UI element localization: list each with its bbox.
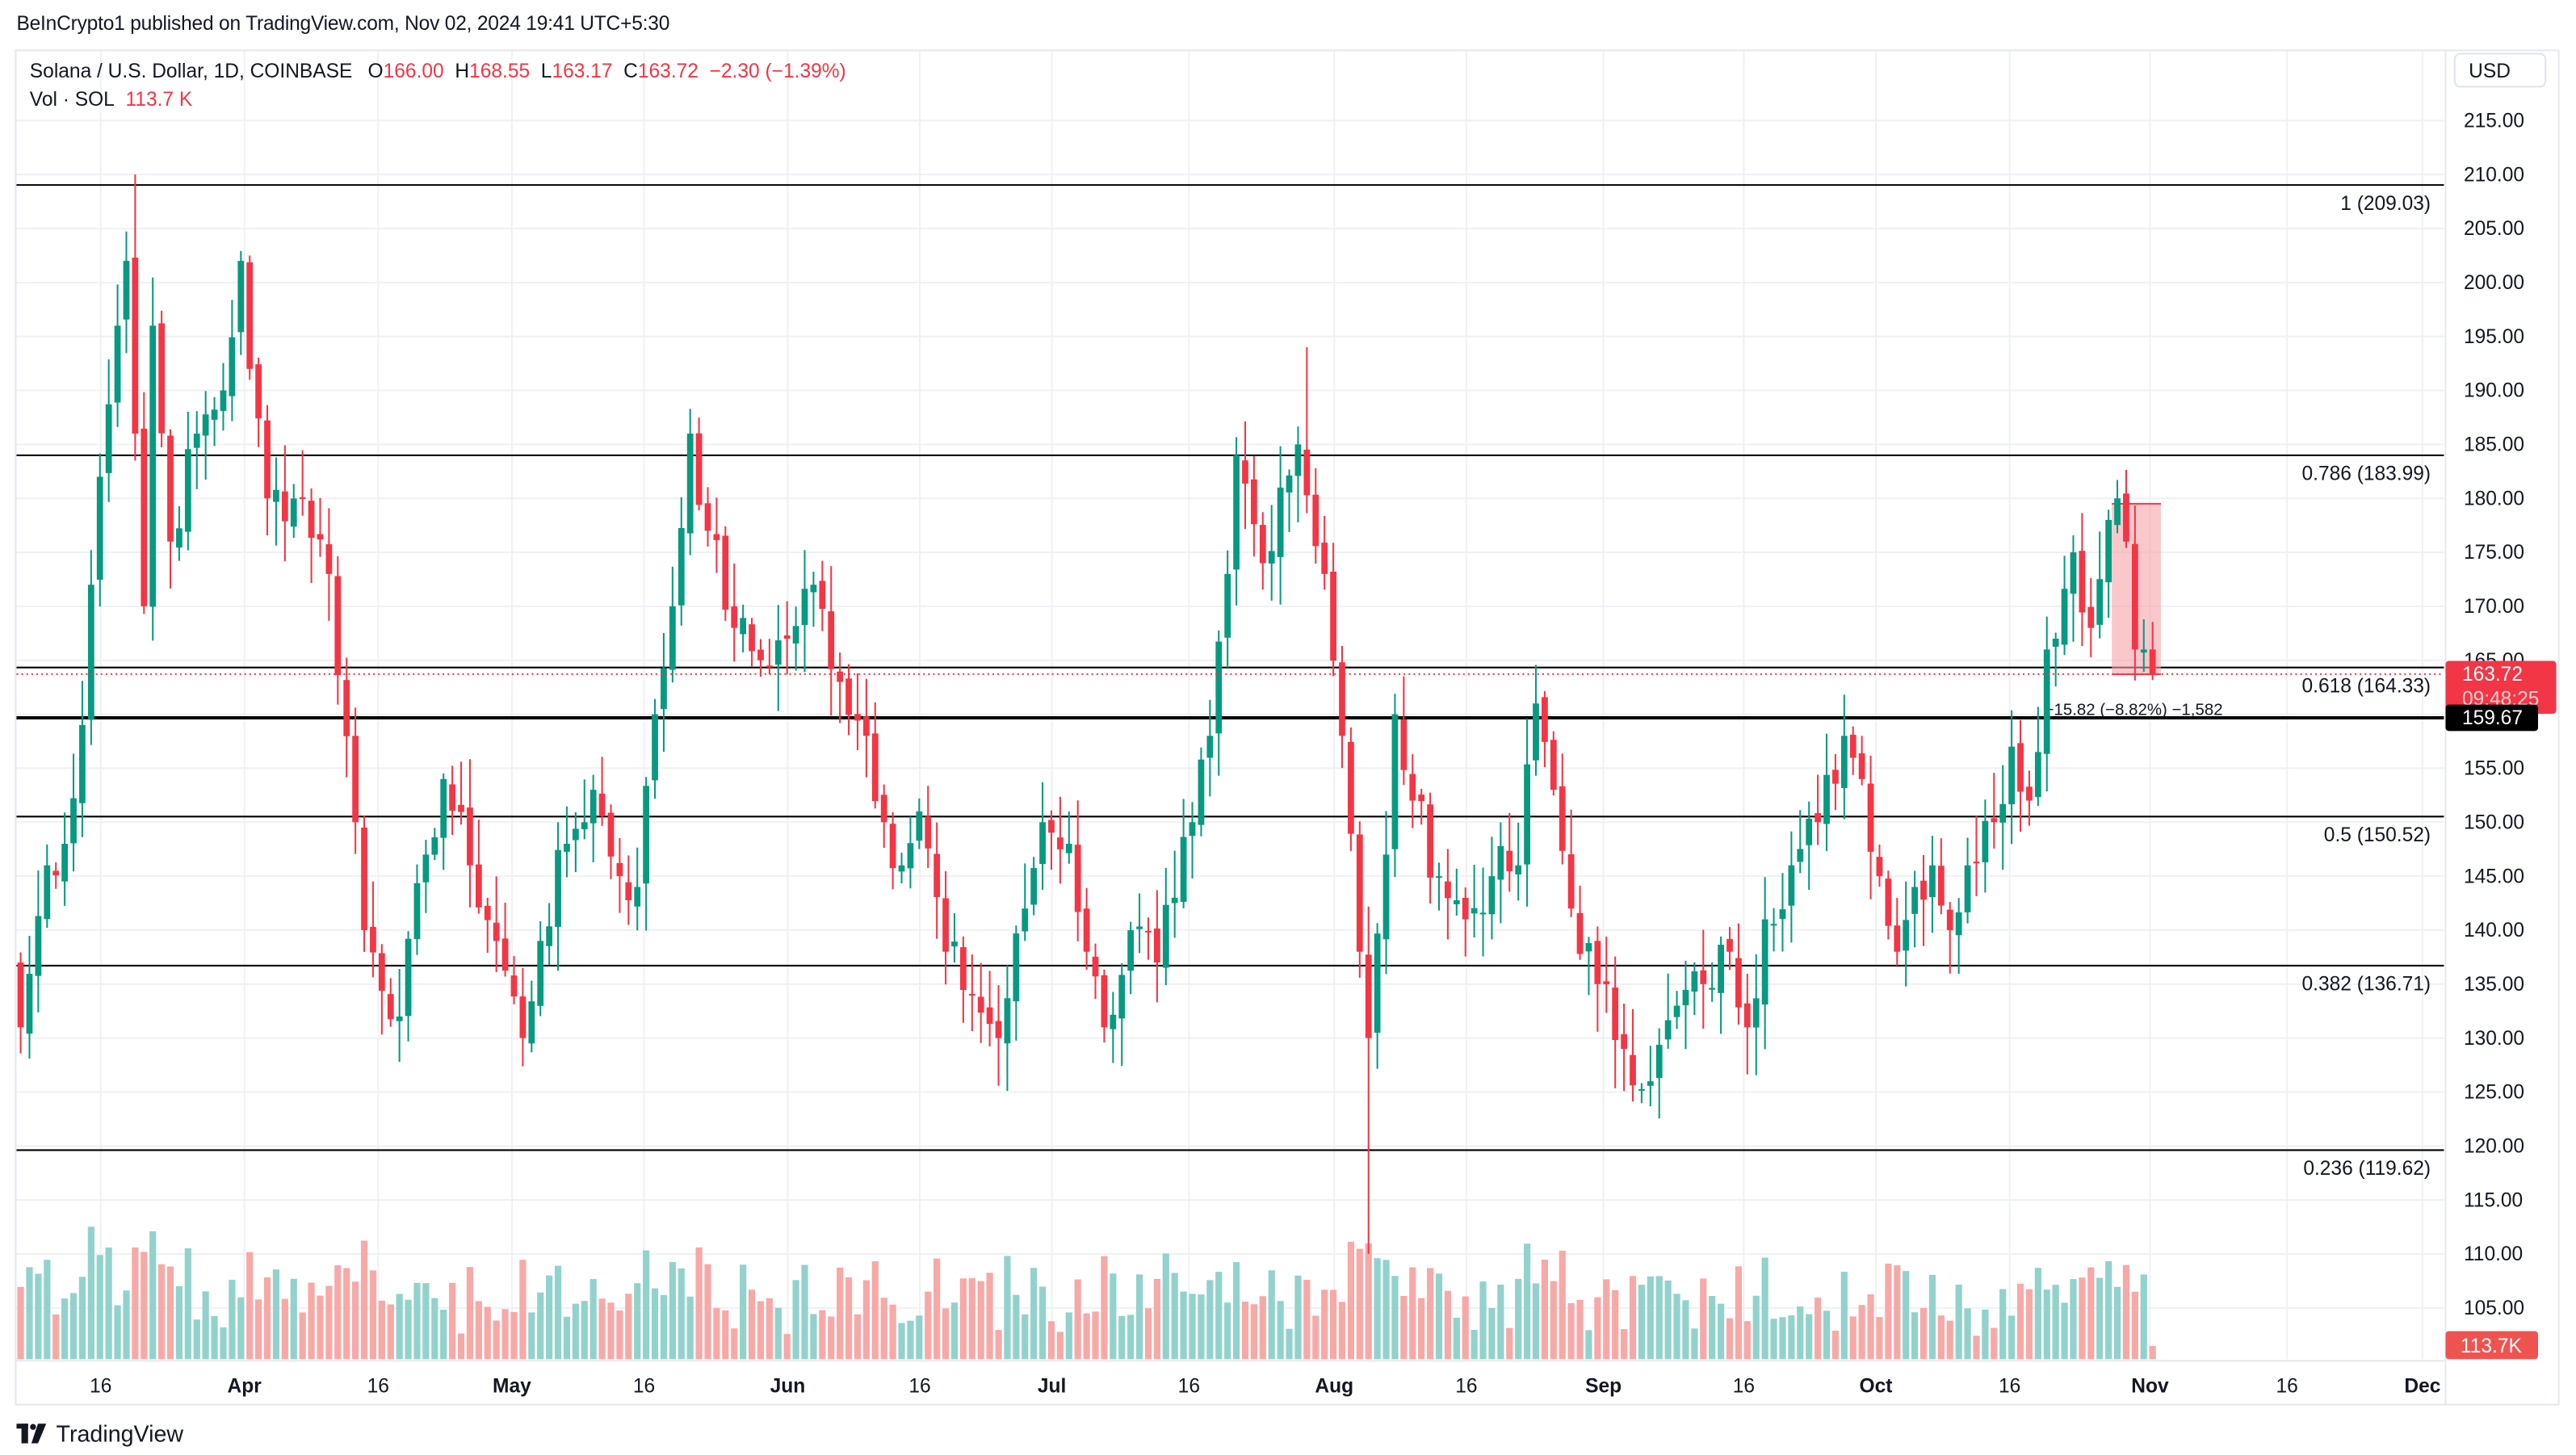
svg-text:Sep: Sep: [1585, 1375, 1622, 1397]
chart-frame: [15, 49, 2560, 1406]
time-axis: 16 Apr 16 May 16 Jun 16 Jul 16 Aug 16 Sep 16 Oct 16 Nov…: [90, 1375, 2440, 1397]
svg-text:159.67: 159.67: [2462, 707, 2523, 729]
svg-text:Apr: Apr: [228, 1375, 262, 1397]
svg-text:0.5 (150.52): 0.5 (150.52): [2324, 824, 2431, 846]
close-value: 163.72: [637, 59, 699, 83]
close-label: C: [623, 59, 638, 83]
svg-text:16: 16: [367, 1375, 389, 1397]
svg-text:200.00: 200.00: [2464, 272, 2524, 294]
high-label: H: [455, 59, 470, 83]
svg-text:110.00: 110.00: [2464, 1243, 2523, 1265]
svg-text:145.00: 145.00: [2464, 866, 2524, 887]
volume-row: Vol · SOL 113.7 K: [30, 86, 846, 114]
svg-text:Dec: Dec: [2404, 1375, 2440, 1397]
svg-text:163.72: 163.72: [2462, 664, 2523, 686]
svg-text:Jun: Jun: [770, 1375, 806, 1397]
candles: [17, 174, 2156, 1255]
svg-text:210.00: 210.00: [2464, 164, 2524, 186]
currency-button[interactable]: USD: [2453, 52, 2547, 88]
svg-text:Oct: Oct: [1860, 1375, 1893, 1397]
svg-text:190.00: 190.00: [2464, 380, 2524, 402]
low-value: 163.17: [552, 59, 613, 83]
svg-text:0.382 (136.71): 0.382 (136.71): [2302, 974, 2431, 996]
svg-text:125.00: 125.00: [2464, 1082, 2524, 1104]
change-value: −2.30 (−1.39%): [709, 59, 846, 83]
ohlc-row: Solana / U.S. Dollar, 1D, COINBASE O166.…: [30, 58, 846, 86]
svg-text:185.00: 185.00: [2464, 434, 2524, 456]
svg-text:−15.82 (−8.82%) −1,582: −15.82 (−8.82%) −1,582: [2045, 701, 2223, 719]
svg-text:Aug: Aug: [1315, 1375, 1353, 1397]
svg-text:0.236 (119.62): 0.236 (119.62): [2303, 1158, 2431, 1180]
publish-info: BeInCrypto1 published on TradingView.com…: [16, 11, 670, 35]
low-label: L: [540, 59, 552, 83]
svg-text:16: 16: [908, 1375, 930, 1397]
symbol-legend: Solana / U.S. Dollar, 1D, COINBASE O166.…: [30, 58, 846, 115]
svg-text:113.7K: 113.7K: [2461, 1335, 2523, 1357]
open-label: O: [367, 59, 384, 83]
svg-text:May: May: [493, 1375, 531, 1397]
fibonacci-retracement: 1 (209.03) 0.786 (183.99) 0.618 (164.33) 0.…: [16, 184, 2444, 1180]
svg-text:16: 16: [90, 1375, 111, 1397]
svg-text:205.00: 205.00: [2464, 218, 2524, 240]
svg-text:16: 16: [633, 1375, 655, 1397]
svg-text:150.00: 150.00: [2464, 811, 2524, 833]
svg-text:170.00: 170.00: [2464, 596, 2524, 618]
svg-text:16: 16: [1999, 1375, 2020, 1397]
volume-value: 113.7 K: [125, 87, 193, 111]
svg-text:105.00: 105.00: [2464, 1298, 2524, 1319]
svg-text:135.00: 135.00: [2464, 974, 2524, 996]
svg-text:120.00: 120.00: [2464, 1136, 2524, 1158]
svg-text:Nov: Nov: [2131, 1375, 2169, 1397]
tradingview-logo: TradingView: [16, 1420, 183, 1447]
svg-text:130.00: 130.00: [2464, 1028, 2524, 1050]
symbol-name[interactable]: Solana / U.S. Dollar, 1D, COINBASE: [29, 59, 353, 83]
svg-text:155.00: 155.00: [2464, 758, 2524, 780]
tradingview-logo-icon: [16, 1424, 47, 1444]
svg-text:175.00: 175.00: [2464, 542, 2524, 564]
volume-label[interactable]: Vol · SOL: [29, 87, 115, 111]
svg-text:16: 16: [1178, 1375, 1200, 1397]
volume-bars: [17, 1226, 2156, 1360]
svg-text:115.00: 115.00: [2464, 1189, 2523, 1211]
svg-text:195.00: 195.00: [2464, 326, 2524, 348]
svg-text:180.00: 180.00: [2464, 488, 2524, 509]
svg-text:16: 16: [1733, 1375, 1755, 1397]
svg-text:215.00: 215.00: [2464, 110, 2524, 132]
high-value: 168.55: [469, 59, 531, 83]
svg-text:140.00: 140.00: [2464, 920, 2524, 941]
price-axis: 215.00 210.00 205.00 200.00 195.00 190.00 185.…: [2445, 110, 2557, 1360]
open-value: 166.00: [383, 59, 444, 83]
svg-text:16: 16: [1455, 1375, 1477, 1397]
brand-name: TradingView: [56, 1420, 184, 1447]
svg-text:0.786 (183.99): 0.786 (183.99): [2302, 463, 2431, 485]
grid-lines: [16, 51, 2447, 1404]
svg-text:16: 16: [2276, 1375, 2298, 1397]
svg-text:Jul: Jul: [1038, 1375, 1066, 1397]
svg-text:1 (209.03): 1 (209.03): [2340, 193, 2431, 215]
svg-text:0.618 (164.33): 0.618 (164.33): [2302, 675, 2431, 697]
